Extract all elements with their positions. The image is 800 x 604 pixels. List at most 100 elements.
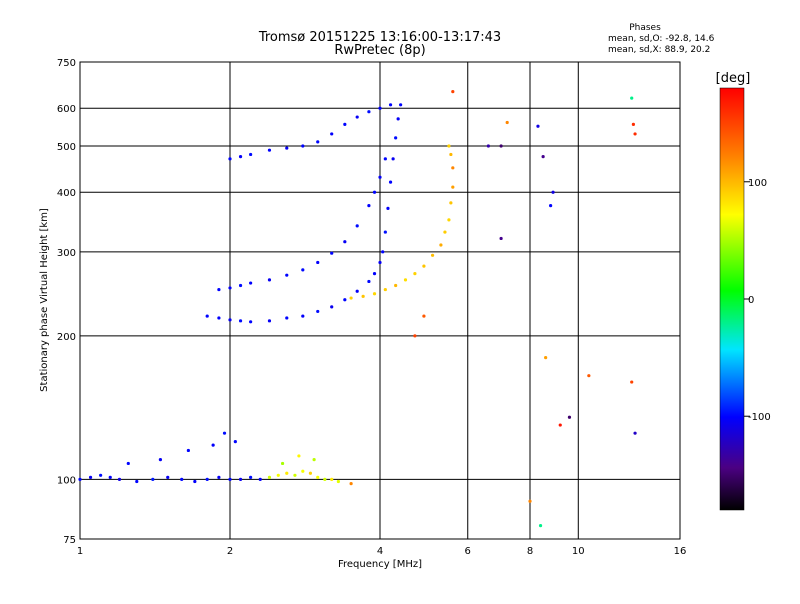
data-point <box>126 461 130 466</box>
data-point <box>386 206 390 210</box>
data-point <box>355 289 359 293</box>
data-point <box>422 264 426 268</box>
data-point <box>330 251 334 255</box>
data-point <box>301 144 305 148</box>
data-point <box>222 431 227 435</box>
data-point <box>238 155 243 159</box>
series-f-layer-x <box>349 144 455 300</box>
data-point <box>316 260 320 265</box>
y-tick-label: 75 <box>63 535 76 546</box>
data-point <box>399 103 403 107</box>
data-point <box>267 278 272 282</box>
series-f-layer-o <box>205 103 403 324</box>
data-point <box>538 524 543 528</box>
data-point <box>249 152 253 157</box>
data-point <box>631 122 635 126</box>
data-point <box>394 136 398 140</box>
data-point <box>285 146 289 150</box>
chart-subtitle: RwPretec (8p) <box>334 43 425 58</box>
data-point <box>499 236 503 241</box>
data-point <box>238 283 243 288</box>
data-point <box>233 440 237 444</box>
data-point <box>567 415 572 419</box>
data-point <box>249 320 253 324</box>
data-point <box>297 454 301 458</box>
x-tick-label: 10 <box>572 546 585 557</box>
data-point <box>630 96 634 100</box>
data-point <box>383 157 387 161</box>
data-point <box>343 122 347 126</box>
data-point <box>355 115 359 119</box>
colorbar-tick-label: 100 <box>748 178 767 189</box>
colorbar-gradient <box>719 87 745 511</box>
chart-title: Tromsø 20151225 13:16:00-13:17:43 <box>258 30 501 45</box>
data-point <box>361 294 365 298</box>
x-tick-labels: 1 2 4 6 8 10 16 <box>77 546 687 557</box>
colorbar-tick-label: -100 <box>748 412 771 423</box>
data-point <box>439 243 443 247</box>
data-point <box>238 477 243 482</box>
data-point <box>541 155 545 159</box>
series-f-layer-o-upper <box>217 157 387 292</box>
x-tick-label: 6 <box>465 546 471 557</box>
data-point <box>633 431 637 435</box>
series-scattered <box>413 90 637 528</box>
x-tick-label: 8 <box>527 546 533 557</box>
y-tick-label: 600 <box>57 104 76 115</box>
data-point <box>549 203 553 208</box>
data-point <box>630 380 634 384</box>
data-point <box>267 319 272 323</box>
data-point <box>228 318 232 322</box>
data-point <box>355 224 359 228</box>
data-point <box>447 144 451 148</box>
data-point <box>280 461 285 466</box>
data-point <box>301 314 305 318</box>
data-point <box>451 166 455 170</box>
series-e-layer-o <box>78 431 262 484</box>
colorbar-tick-label: 0 <box>748 295 754 306</box>
data-point <box>330 132 334 136</box>
data-point <box>117 477 122 482</box>
y-tick-labels: 75 100 200 300 400 500 600 750 <box>57 58 76 546</box>
y-tick-label: 300 <box>57 248 76 259</box>
y-tick-label: 400 <box>57 188 76 199</box>
data-point <box>330 305 334 309</box>
series-e-layer-x <box>267 454 353 486</box>
data-point <box>285 471 289 475</box>
grid-lines <box>79 61 681 540</box>
data-point <box>108 475 112 479</box>
data-point <box>228 477 232 482</box>
data-point <box>267 475 272 479</box>
x-tick-label: 16 <box>674 546 687 557</box>
data-point <box>383 230 387 234</box>
x-tick-label: 1 <box>77 546 83 557</box>
data-point <box>249 475 253 479</box>
data-point <box>558 423 562 427</box>
x-tick-label: 2 <box>227 546 233 557</box>
data-point <box>293 473 297 477</box>
data-point <box>276 473 280 477</box>
data-point <box>372 292 377 296</box>
data-point <box>285 316 289 320</box>
data-point <box>499 144 503 148</box>
data-point <box>443 230 447 234</box>
data-point <box>391 157 395 161</box>
data-point <box>447 218 451 222</box>
data-point <box>135 479 139 484</box>
data-point <box>349 481 353 486</box>
data-point <box>536 124 540 128</box>
data-point <box>449 201 453 205</box>
data-point <box>367 279 371 284</box>
data-point <box>486 144 490 148</box>
data-point <box>372 190 377 194</box>
data-point <box>301 469 305 473</box>
data-point <box>308 471 313 475</box>
data-point <box>151 477 155 482</box>
data-point <box>451 90 455 94</box>
data-point <box>349 296 353 300</box>
data-point <box>633 132 637 136</box>
data-point <box>413 272 417 276</box>
data-point <box>158 458 163 462</box>
y-tick-label: 750 <box>57 58 76 69</box>
data-point <box>367 110 371 114</box>
